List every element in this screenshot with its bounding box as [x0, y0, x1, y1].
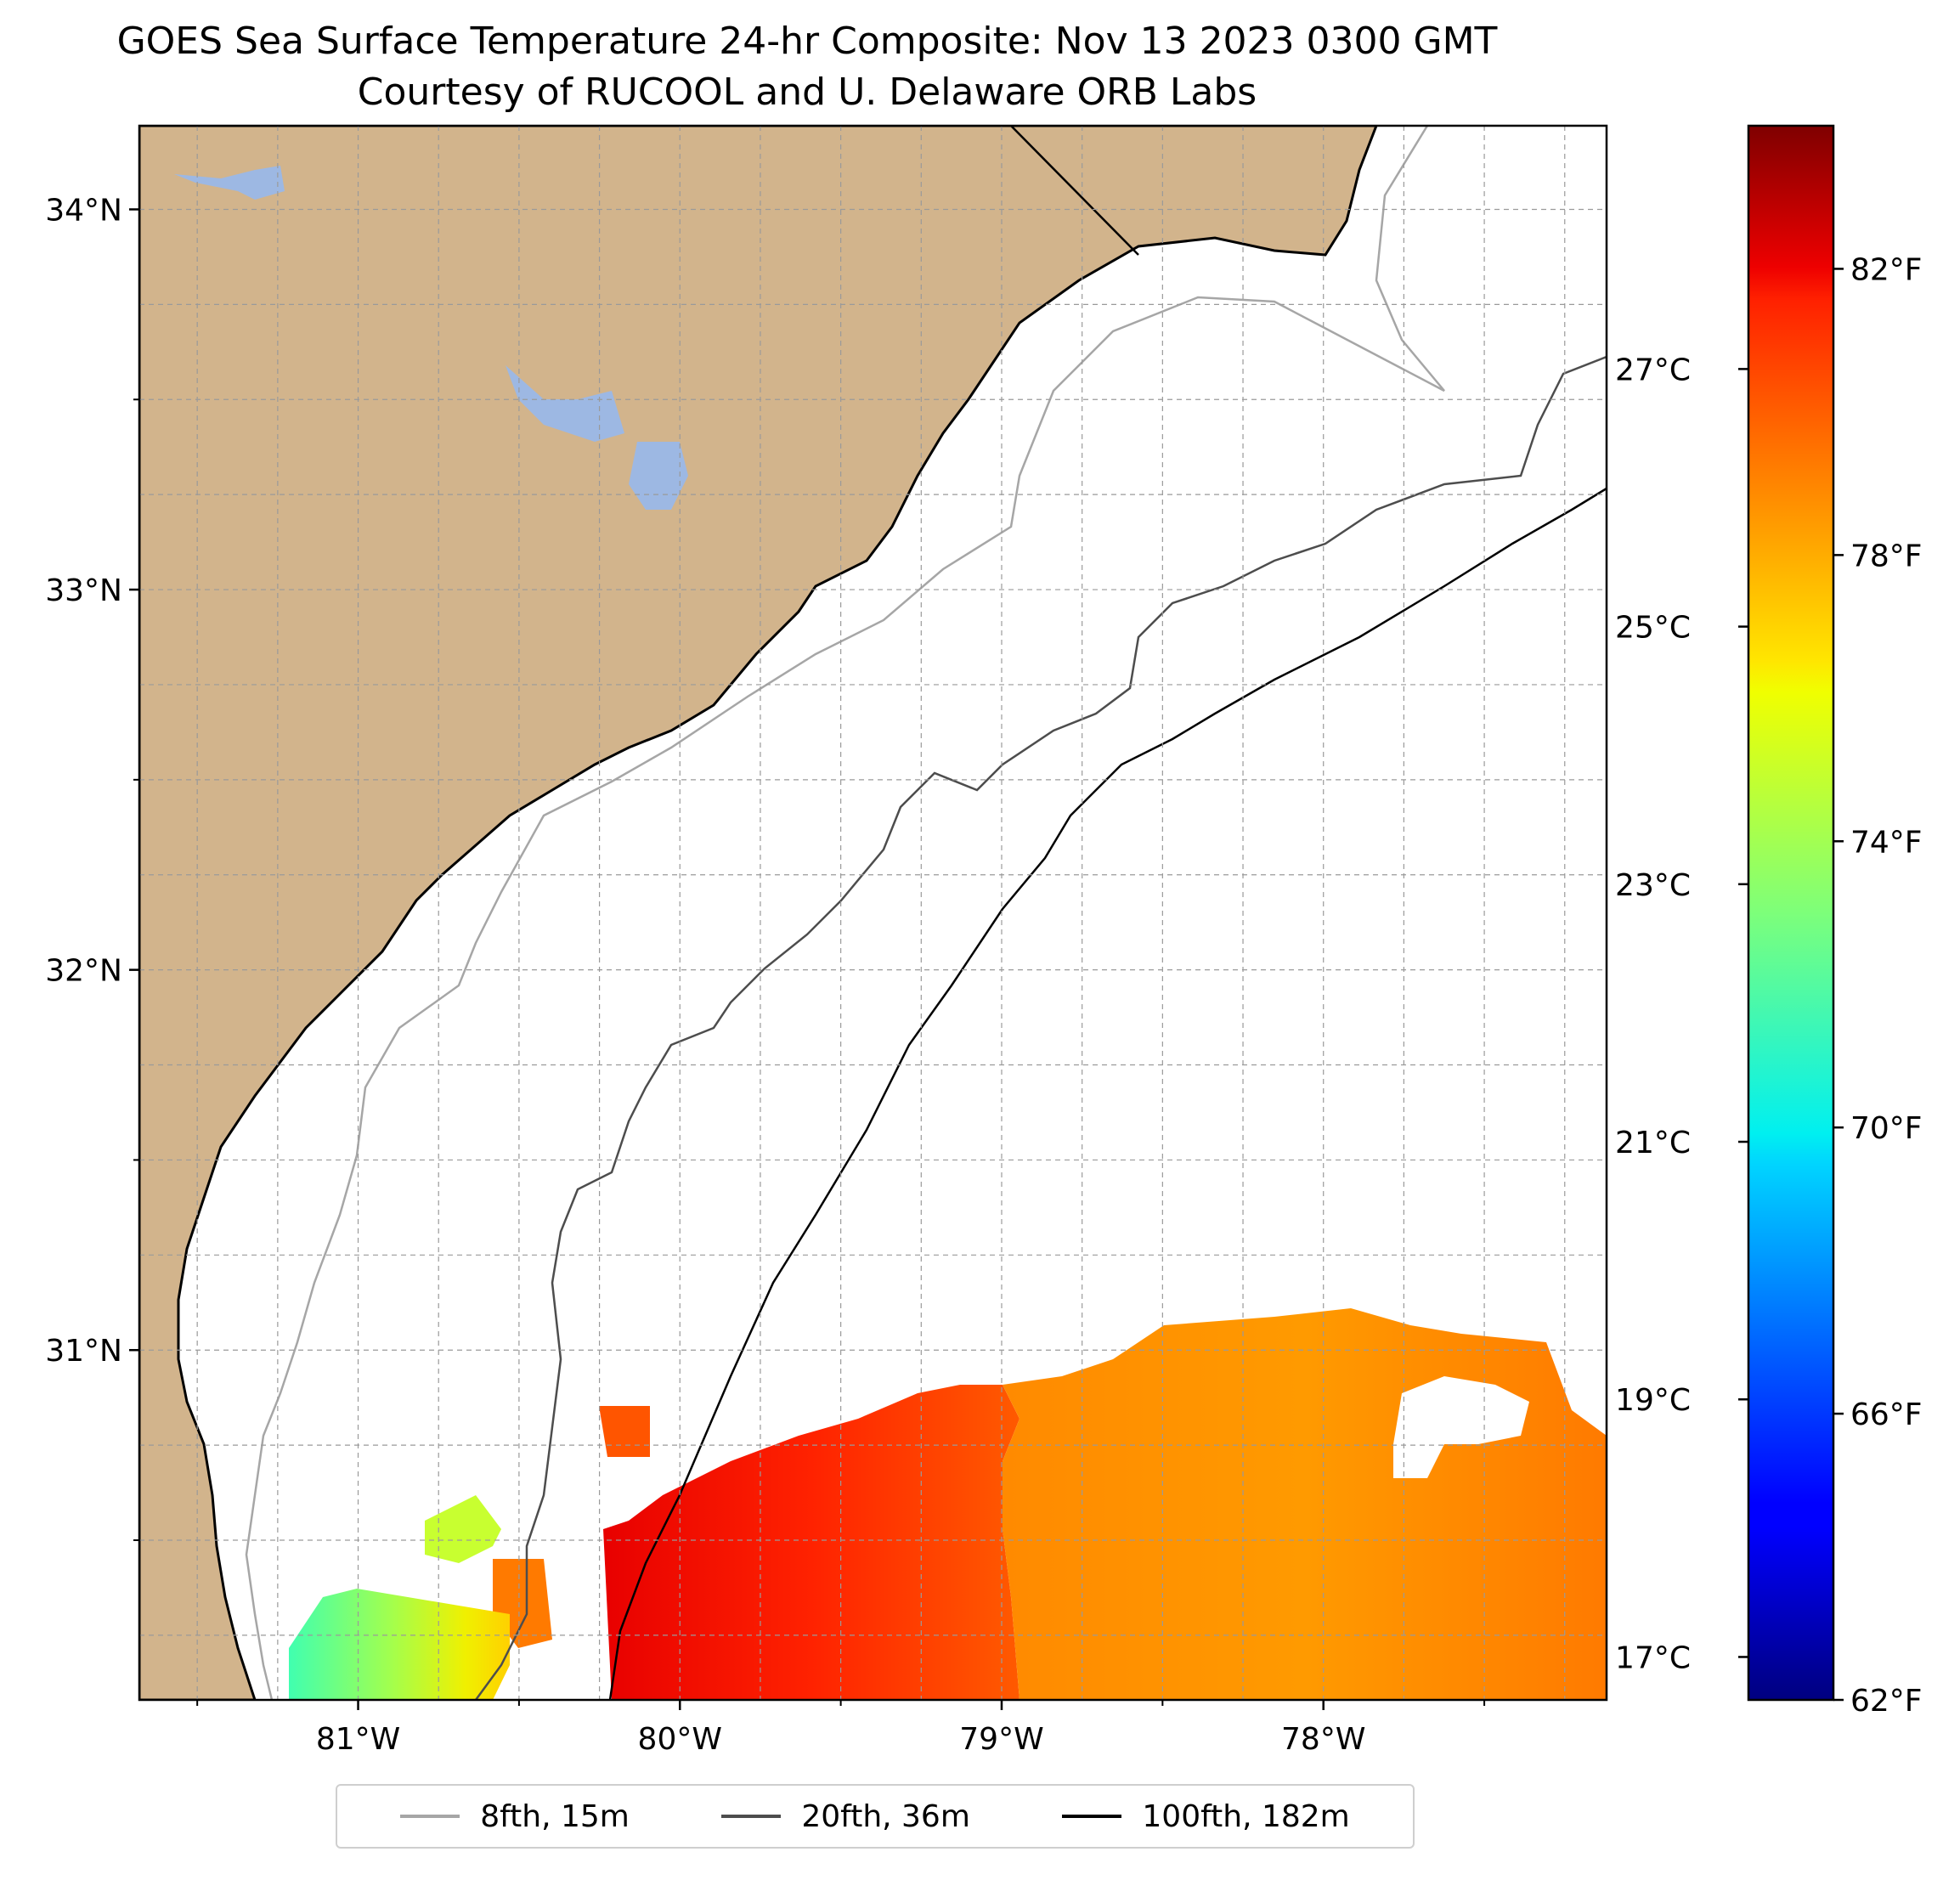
map-subtitle: Courtesy of RUCOOL and U. Delaware ORB L…: [357, 71, 1257, 114]
lake-upper: [174, 166, 285, 200]
legend-item-100fth: 100fth, 182m: [1062, 1798, 1350, 1834]
sst-warm-core: [603, 1385, 1020, 1700]
map-title: GOES Sea Surface Temperature 24-hr Compo…: [116, 20, 1498, 63]
fahrenheit-tick-label: 70°F: [1850, 1111, 1923, 1146]
lake-moultrie: [629, 442, 688, 510]
lon-tick-label: 79°W: [959, 1722, 1043, 1757]
lat-tick-label: 32°N: [45, 954, 122, 989]
isobath-legend: 8fth, 15m 20fth, 36m 100fth, 182m: [336, 1784, 1415, 1849]
lon-axis: 81°W 80°W 79°W 78°W: [196, 1700, 1486, 1757]
legend-item-8fth: 8fth, 15m: [400, 1799, 630, 1834]
sst-cool-nearshore: [289, 1589, 510, 1700]
lon-tick-label: 78°W: [1281, 1722, 1365, 1757]
colorbar-celsius-axis: 17°C 19°C 21°C 23°C 25°C 27°C: [1615, 353, 1748, 1675]
sst-cloud-gap: [1393, 1376, 1529, 1478]
fahrenheit-tick-label: 74°F: [1850, 825, 1923, 860]
legend-label-20fth: 20fth, 36m: [801, 1798, 970, 1834]
celsius-tick-label: 27°C: [1615, 353, 1691, 387]
map-frame: [138, 124, 1608, 1702]
fahrenheit-tick-label: 78°F: [1850, 539, 1923, 573]
celsius-tick-label: 19°C: [1615, 1383, 1691, 1418]
state-border: [1010, 126, 1139, 256]
celsius-tick-label: 23°C: [1615, 868, 1691, 903]
lat-tick-label: 34°N: [45, 193, 122, 228]
legend-label-100fth: 100fth, 182m: [1142, 1798, 1350, 1834]
lake-marion: [506, 365, 624, 442]
legend-label-8fth: 8fth, 15m: [480, 1798, 630, 1834]
land-mass: [139, 126, 1378, 1700]
legend-swatch-8fth: [400, 1815, 460, 1818]
colorbar: [1747, 124, 1835, 1702]
legend-swatch-20fth: [721, 1815, 782, 1818]
legend-item-20fth: 20fth, 36m: [721, 1799, 970, 1834]
isobath-8fth: [245, 126, 1445, 1700]
sst-yellow-patch: [425, 1495, 501, 1563]
lat-tick-label: 31°N: [45, 1334, 122, 1369]
sst-orange-region: [1003, 1308, 1607, 1700]
lat-tick-label: 33°N: [45, 573, 122, 608]
colorbar-fahrenheit-axis: 62°F 66°F 70°F 74°F 78°F 82°F: [1833, 252, 1923, 1719]
fahrenheit-tick-label: 82°F: [1850, 252, 1923, 287]
fahrenheit-tick-label: 62°F: [1850, 1684, 1923, 1719]
celsius-tick-label: 17°C: [1615, 1640, 1691, 1675]
lon-tick-label: 80°W: [638, 1722, 722, 1757]
gridlines: [139, 126, 1607, 1700]
lon-tick-label: 81°W: [316, 1722, 400, 1757]
celsius-tick-label: 25°C: [1615, 611, 1691, 646]
lat-axis: 31°N 32°N 33°N 34°N: [45, 193, 139, 1542]
isobath-100fth: [608, 487, 1607, 1700]
fahrenheit-tick-label: 66°F: [1850, 1397, 1923, 1432]
sst-red-patch: [599, 1406, 650, 1457]
celsius-tick-label: 21°C: [1615, 1126, 1691, 1160]
legend-swatch-100fth: [1062, 1815, 1122, 1818]
